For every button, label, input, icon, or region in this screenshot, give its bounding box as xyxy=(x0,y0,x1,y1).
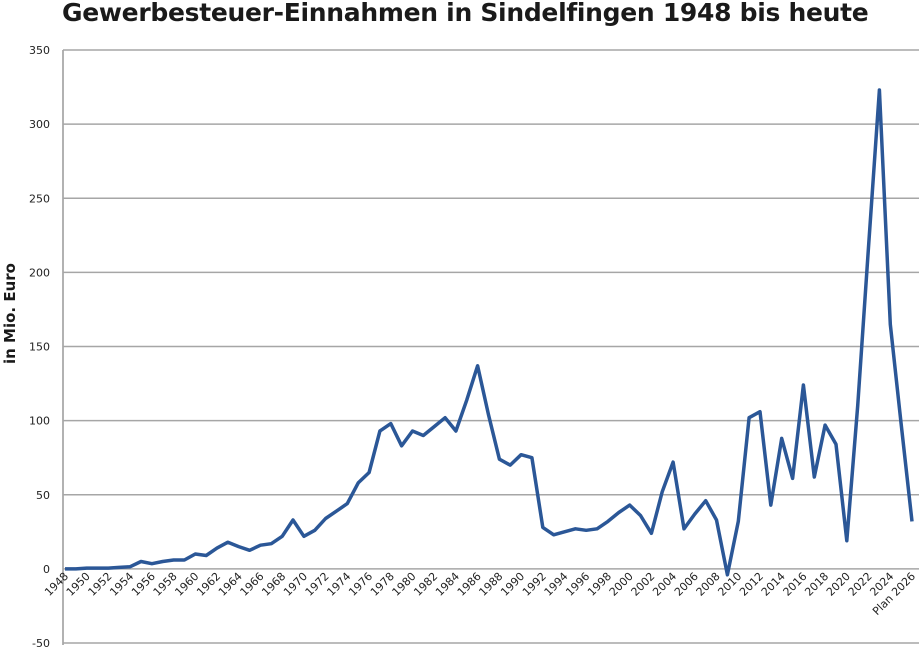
y-tick-label: 150 xyxy=(29,341,50,354)
x-tick-label: 1986 xyxy=(455,570,484,599)
x-tick-label: 1976 xyxy=(346,570,375,599)
x-tick-label: 1994 xyxy=(542,570,571,599)
x-tick-label: 1952 xyxy=(86,570,115,599)
x-tick-label: 1958 xyxy=(151,570,180,599)
x-tick-label: 1964 xyxy=(216,570,245,599)
x-tick-label: 1988 xyxy=(476,570,505,599)
y-tick-label: 100 xyxy=(29,415,50,428)
x-tick-label: 2022 xyxy=(846,570,875,599)
x-tick-label: 1966 xyxy=(238,570,267,599)
x-tick-labels: 1948195019521954195619581960196219641966… xyxy=(42,570,918,618)
x-tick-label: 1984 xyxy=(433,570,462,599)
x-tick-label: 2006 xyxy=(672,570,701,599)
y-tick-label: 0 xyxy=(43,563,50,576)
y-tick-label: 250 xyxy=(29,192,50,205)
x-tick-label: 2016 xyxy=(781,570,810,599)
x-tick-label: 1978 xyxy=(368,570,397,599)
x-tick-label: 1968 xyxy=(259,570,288,599)
x-tick-label: 2010 xyxy=(715,570,744,599)
y-tick-label: -50 xyxy=(32,637,50,648)
x-tick-label: 2020 xyxy=(824,570,853,599)
x-tick-label: 1992 xyxy=(520,570,549,599)
x-tick-label: 1950 xyxy=(64,570,93,599)
x-tick-label: 1996 xyxy=(563,570,592,599)
x-tick-label: 2000 xyxy=(607,570,636,599)
x-tick-label: 1972 xyxy=(303,570,332,599)
gridlines xyxy=(62,49,919,645)
x-tick-label: 2014 xyxy=(759,570,788,599)
x-tick-label: 1956 xyxy=(129,570,158,599)
x-tick-label: 1990 xyxy=(498,570,527,599)
x-tick-label: 1974 xyxy=(324,570,353,599)
x-tick-label: 1998 xyxy=(585,570,614,599)
x-tick-label: 1954 xyxy=(107,570,136,599)
x-tick-label: 2008 xyxy=(694,570,723,599)
x-tick-label: 2018 xyxy=(802,570,831,599)
chart-title: Gewerbesteuer-Einnahmen in Sindelfingen … xyxy=(62,0,869,27)
x-tick-label: 1982 xyxy=(411,570,440,599)
x-tick-label: 2012 xyxy=(737,570,766,599)
y-tick-labels: -50 0 50 100 150 200 250 300 350 xyxy=(29,44,50,648)
x-tick-label: 1960 xyxy=(172,570,201,599)
x-tick-label: 1980 xyxy=(390,570,419,599)
y-tick-label: 300 xyxy=(29,118,50,131)
x-tick-label: 1970 xyxy=(281,570,310,599)
x-tick-label: 2002 xyxy=(629,570,658,599)
series xyxy=(64,88,914,577)
x-tick-label: 1962 xyxy=(194,570,223,599)
y-tick-label: 200 xyxy=(29,266,50,279)
series-line-gewerbesteuer xyxy=(65,88,914,577)
y-tick-label: 350 xyxy=(29,44,50,57)
x-tick-label: 2004 xyxy=(650,570,679,599)
y-tick-label: 50 xyxy=(36,489,50,502)
